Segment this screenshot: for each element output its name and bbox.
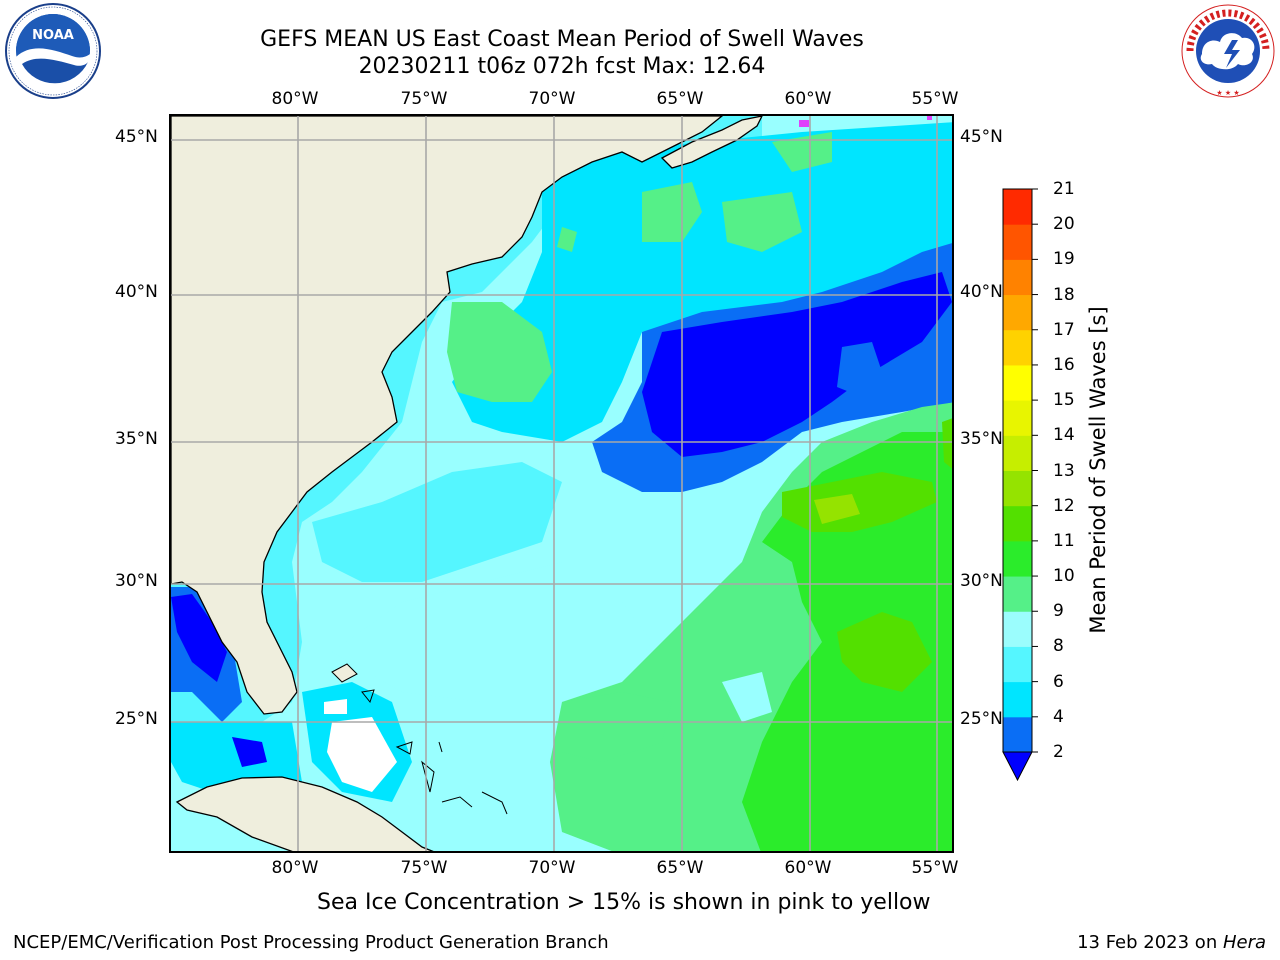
- lon-label-bottom: 80°W: [271, 858, 319, 878]
- lat-label-right: 45°N: [960, 127, 1003, 147]
- colorbar-segment: [1003, 294, 1032, 331]
- date-text: 13 Feb 2023 on: [1077, 932, 1223, 953]
- lat-label-right: 25°N: [960, 709, 1003, 729]
- lat-label-right: 40°N: [960, 282, 1003, 302]
- colorbar-segment: [1003, 611, 1032, 647]
- colorbar-tick-label: 6: [1053, 671, 1064, 692]
- colorbar-tick-label: 18: [1053, 284, 1075, 305]
- map-subtitle: 20230211 t06z 072h fcst Max: 12.64: [358, 54, 766, 79]
- colorbar-segment: [1003, 576, 1032, 612]
- lat-label-right: 30°N: [960, 571, 1003, 591]
- colorbar-tick-label: 16: [1053, 354, 1075, 375]
- colorbar-segment: [1003, 646, 1032, 683]
- colorbar-segment: [1003, 681, 1032, 718]
- deep-cyan-ocean-region: [452, 122, 952, 442]
- lon-label-bottom: 55°W: [911, 858, 959, 878]
- colorbar-tick-label: 15: [1053, 390, 1075, 411]
- lat-label-left: 40°N: [115, 282, 158, 302]
- colorbar-label: Mean Period of Swell Waves [s]: [1086, 306, 1110, 634]
- host-text: Hera: [1222, 932, 1266, 953]
- colorbar-tick-label: 11: [1053, 530, 1075, 551]
- colorbar-segment: [1003, 540, 1032, 577]
- cuba: [175, 776, 434, 851]
- lon-label-top: 80°W: [271, 89, 319, 109]
- colorbar-segment: [1003, 435, 1032, 471]
- colorbar-tick-label: 13: [1053, 460, 1075, 481]
- colorbar-segment: [1003, 189, 1032, 225]
- lon-label-top: 55°W: [911, 89, 959, 109]
- colorbar-segment: [1003, 505, 1032, 542]
- credit-line: NCEP/EMC/Verification Post Processing Pr…: [13, 932, 609, 953]
- lon-label-top: 70°W: [528, 89, 576, 109]
- map-title: GEFS MEAN US East Coast Mean Period of S…: [260, 27, 864, 52]
- colorbar-tick-label: 12: [1053, 495, 1075, 516]
- colorbar-tick-label: 21: [1053, 179, 1075, 199]
- nova-scotia: [660, 116, 763, 169]
- colorbar-tick-label: 14: [1053, 425, 1075, 446]
- lon-label-top: 75°W: [400, 89, 448, 109]
- colorbar-segment: [1003, 259, 1032, 296]
- colorbar-segment: [1003, 470, 1032, 507]
- lat-label-right: 35°N: [960, 429, 1003, 449]
- lon-label-top: 60°W: [784, 89, 832, 109]
- map-canvas: [171, 116, 952, 851]
- lat-label-left: 25°N: [115, 709, 158, 729]
- colorbar: [1002, 188, 1038, 782]
- graticule: [171, 116, 952, 851]
- sea-ice-note: Sea Ice Concentration > 15% is shown in …: [317, 890, 931, 915]
- svg-text:★ ★ ★: ★ ★ ★: [1216, 89, 1239, 97]
- lon-label-bottom: 65°W: [656, 858, 704, 878]
- colorbar-tick-label: 4: [1053, 706, 1064, 727]
- colorbar-tick-label: 17: [1053, 319, 1075, 340]
- colorbar-segment: [1003, 224, 1032, 260]
- lat-label-left: 30°N: [115, 571, 158, 591]
- lat-label-left: 45°N: [115, 127, 158, 147]
- colorbar-tick-label: 2: [1053, 742, 1064, 762]
- lon-label-top: 65°W: [656, 89, 704, 109]
- nws-logo: ★ ★ ★: [1181, 4, 1275, 98]
- colorbar-tick-label: 20: [1053, 214, 1075, 235]
- colorbar-extend-arrow: [1002, 751, 1033, 782]
- noaa-logo-text: NOAA: [32, 28, 74, 43]
- lon-label-bottom: 60°W: [784, 858, 832, 878]
- lat-label-left: 35°N: [115, 429, 158, 449]
- colorbar-segment: [1003, 364, 1032, 401]
- colorbar-segment: [1003, 329, 1032, 366]
- noaa-logo: NOAA: [5, 3, 101, 99]
- lon-label-bottom: 75°W: [400, 858, 448, 878]
- colorbar-segment: [1003, 716, 1032, 753]
- colorbar-tick-label: 10: [1053, 566, 1075, 587]
- colorbar-tick-label: 19: [1053, 249, 1075, 270]
- colorbar-segment: [1003, 400, 1032, 436]
- colorbar-tick-label: 9: [1053, 601, 1064, 622]
- date-stamp: 13 Feb 2023 on Hera: [1077, 932, 1266, 953]
- swell-period-map: [169, 114, 954, 853]
- us-landmass: [171, 116, 724, 715]
- colorbar-tick-label: 8: [1053, 636, 1064, 657]
- lon-label-bottom: 70°W: [528, 858, 576, 878]
